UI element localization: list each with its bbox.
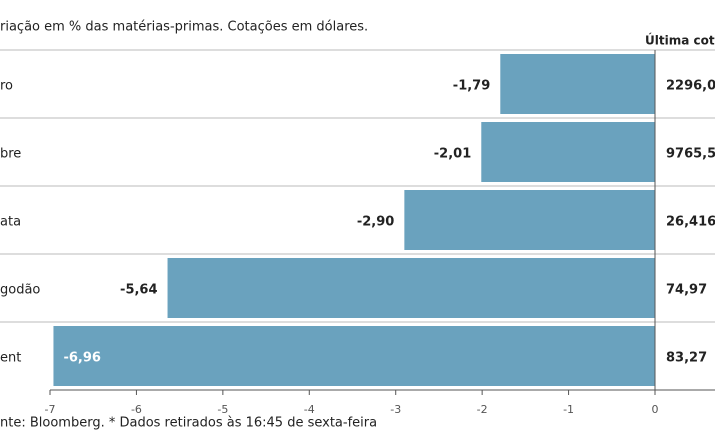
value-label: -2,01 xyxy=(434,147,471,162)
category-label: ro xyxy=(0,79,13,94)
side-value: 9765,5 xyxy=(666,147,715,162)
value-label: -2,90 xyxy=(357,215,394,230)
bar xyxy=(404,190,655,250)
bar xyxy=(167,258,656,318)
value-label: -5,64 xyxy=(120,283,157,298)
side-value: 74,97 xyxy=(666,283,707,298)
bar xyxy=(53,326,655,386)
x-tick-label: -4 xyxy=(304,403,315,416)
side-value: 2296,07 xyxy=(666,79,715,94)
x-tick-label: -7 xyxy=(45,403,56,416)
x-tick-label: 0 xyxy=(652,403,659,416)
side-value: 26,416 xyxy=(666,215,715,230)
value-label: -6,96 xyxy=(63,351,100,366)
category-label: bre xyxy=(0,147,21,162)
x-tick-label: -1 xyxy=(563,403,574,416)
x-tick-label: -6 xyxy=(131,403,142,416)
bar xyxy=(500,54,655,114)
side-value: 83,27 xyxy=(666,351,707,366)
category-label: godão xyxy=(0,283,40,298)
value-label: -1,79 xyxy=(453,79,490,94)
x-tick-label: -2 xyxy=(477,403,488,416)
x-tick-label: -3 xyxy=(390,403,401,416)
side-header: Última cotaç xyxy=(645,33,715,48)
category-label: ata xyxy=(0,215,21,230)
bar xyxy=(481,122,655,182)
x-tick-label: -5 xyxy=(217,403,228,416)
source: nte: Bloomberg. * Dados retirados às 16:… xyxy=(0,416,377,431)
chart-title: riação em % das matérias-primas. Cotaçõe… xyxy=(0,20,368,35)
category-label: ent xyxy=(0,351,21,366)
